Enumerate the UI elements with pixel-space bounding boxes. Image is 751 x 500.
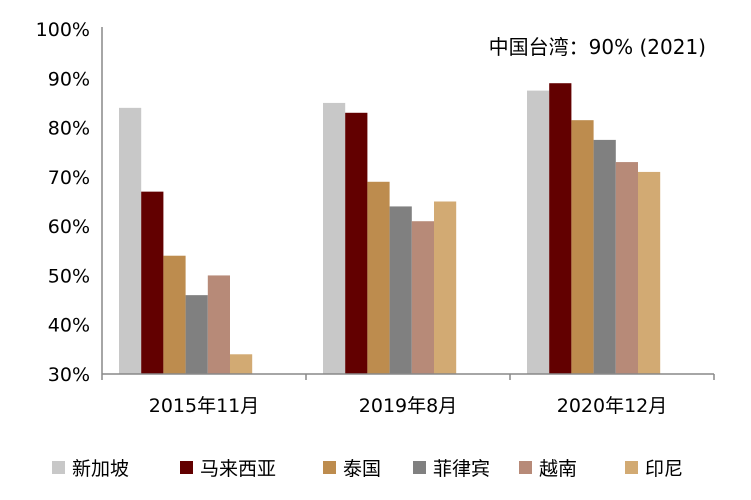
bar (434, 201, 457, 374)
x-tick-label: 2019年8月 (359, 395, 457, 417)
bar (389, 206, 412, 374)
bar (119, 107, 142, 374)
legend-item: 泰国 (323, 458, 381, 480)
y-tick-label: 80% (48, 118, 90, 140)
y-tick-label: 50% (48, 265, 90, 287)
legend-item: 印尼 (625, 458, 683, 480)
bar (323, 102, 346, 374)
bar (345, 112, 368, 375)
legend-swatch (52, 461, 65, 474)
x-tick-label: 2020年12月 (557, 395, 668, 417)
legend-label: 菲律宾 (433, 458, 490, 480)
legend-label: 马来西亚 (200, 458, 276, 480)
legend-swatch (625, 461, 638, 474)
bar (527, 90, 550, 374)
legend-item: 新加坡 (52, 458, 129, 480)
bar (549, 83, 572, 374)
legend-swatch (323, 461, 336, 474)
legend-label: 泰国 (343, 458, 381, 480)
legend-item: 菲律宾 (413, 458, 490, 480)
y-tick-label: 30% (48, 364, 90, 386)
x-tick-label: 2015年11月 (149, 395, 260, 417)
bar (185, 295, 208, 374)
bar (638, 171, 661, 374)
legend-swatch (519, 461, 532, 474)
legend-swatch (180, 461, 193, 474)
bar (593, 139, 616, 374)
legend-label: 越南 (539, 458, 577, 480)
bar (207, 275, 230, 374)
legend-item: 马来西亚 (180, 458, 276, 480)
bar (141, 191, 164, 374)
bar (571, 120, 594, 374)
legend-swatch (413, 461, 426, 474)
legend-label: 印尼 (645, 458, 683, 480)
annotation: 中国台湾：90% (2021) (489, 35, 706, 59)
bar (615, 162, 638, 374)
bar (411, 221, 434, 374)
legend-item: 越南 (519, 458, 577, 480)
y-tick-label: 70% (48, 167, 90, 189)
y-tick-label: 90% (48, 68, 90, 90)
legend-label: 新加坡 (72, 458, 129, 480)
bar (230, 354, 253, 374)
y-tick-label: 60% (48, 216, 90, 238)
bar (163, 255, 186, 374)
y-tick-label: 40% (48, 315, 90, 337)
bar (367, 181, 390, 374)
y-tick-label: 100% (36, 19, 90, 41)
